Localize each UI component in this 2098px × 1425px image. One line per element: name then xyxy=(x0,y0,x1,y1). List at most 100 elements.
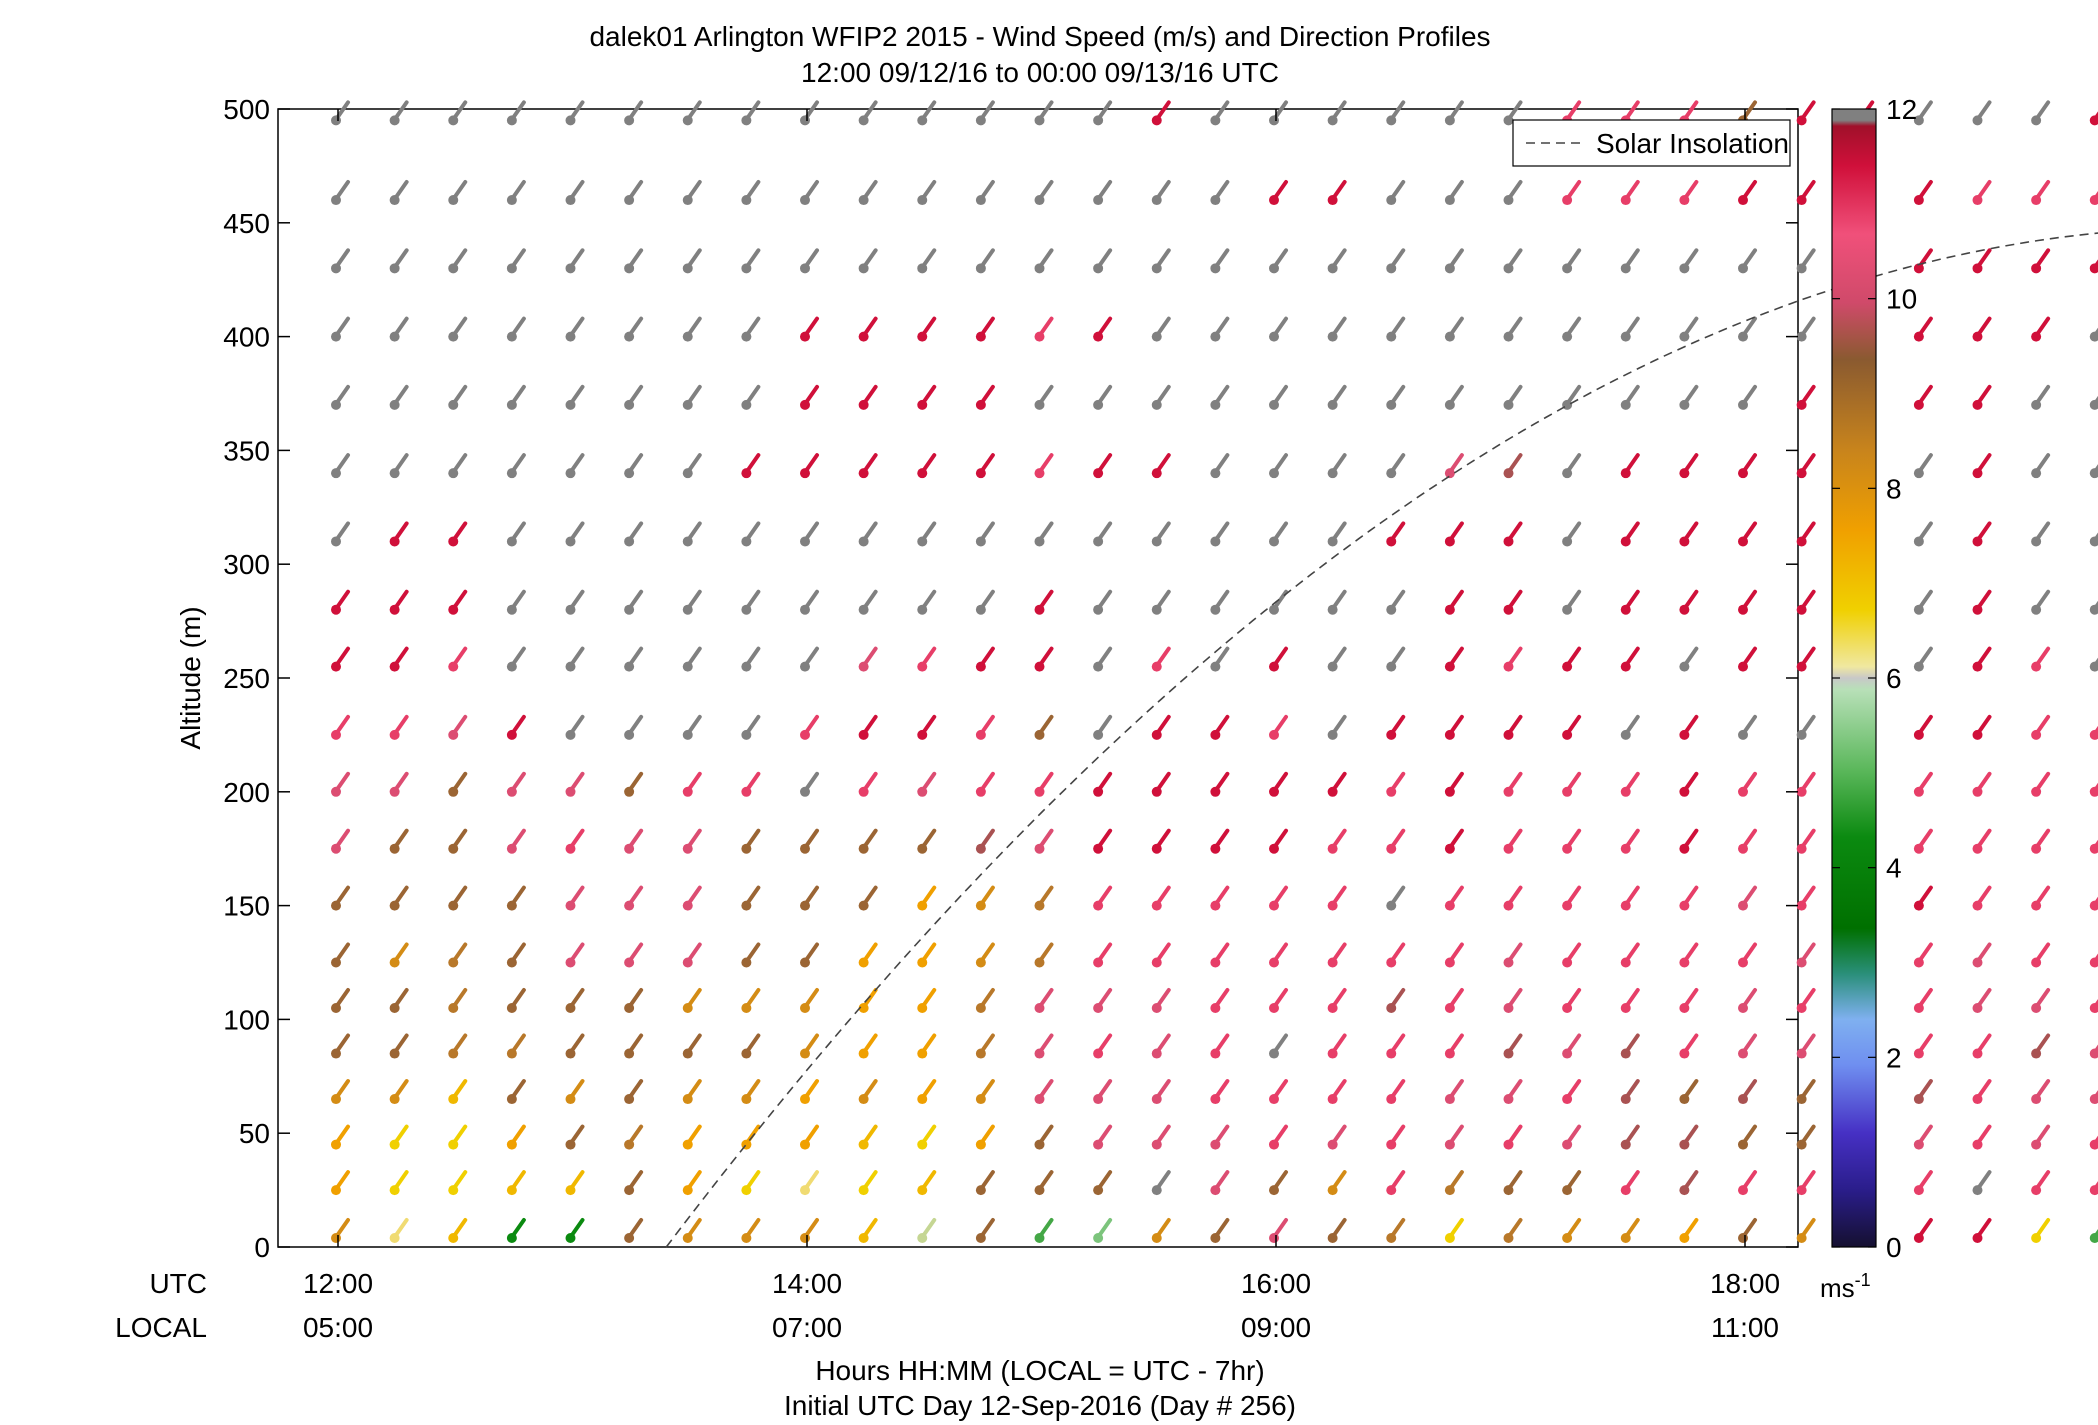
wind-barb-head xyxy=(2031,1003,2042,1014)
wind-barb-head xyxy=(448,263,459,274)
wind-barb-head xyxy=(975,604,986,615)
y-axis: 0 50 100 150 200 250 300 350 400 450 500 xyxy=(223,94,1798,1263)
wind-barb xyxy=(506,942,526,968)
wind-barb-head xyxy=(1738,536,1748,547)
wind-barb-head xyxy=(565,1048,576,1059)
wind-barb-head xyxy=(1913,263,1924,274)
wind-barb xyxy=(2031,771,2051,797)
wind-barb-head xyxy=(506,399,517,410)
wind-barb xyxy=(1327,885,1347,911)
wind-barb-head xyxy=(448,1139,459,1150)
wind-barb xyxy=(1093,384,1113,410)
wind-barb-head xyxy=(506,1003,517,1014)
wind-barb-head xyxy=(1913,115,1924,126)
wind-barb-head xyxy=(975,957,986,968)
plot-area xyxy=(277,108,1799,1248)
wind-barb-head xyxy=(1796,1094,1807,1105)
wind-barb-head xyxy=(1093,843,1104,854)
wind-barb-head xyxy=(624,195,635,206)
wind-barb xyxy=(741,521,761,547)
wind-barb-head xyxy=(1796,1233,1807,1243)
wind-barb-head xyxy=(506,1185,517,1196)
wind-barb xyxy=(1620,453,1640,479)
wind-barb xyxy=(1972,1124,1992,1150)
wind-barb-head xyxy=(448,661,459,672)
wind-barb-head xyxy=(1503,843,1514,854)
wind-barb xyxy=(1503,714,1523,740)
wind-barb-head xyxy=(1327,399,1338,410)
wind-barb-head xyxy=(2089,536,2098,547)
wind-barb xyxy=(975,1033,995,1059)
wind-barb xyxy=(917,1124,937,1150)
wind-barb xyxy=(506,453,526,479)
wind-barb xyxy=(1796,384,1816,410)
wind-barb-head xyxy=(1444,661,1455,672)
wind-barb xyxy=(2031,248,2051,274)
wind-barb-head xyxy=(1679,1185,1690,1196)
wind-barb xyxy=(1972,885,1992,911)
wind-barb-head xyxy=(1738,1139,1748,1150)
wind-barb xyxy=(1913,1079,1933,1105)
wind-barb xyxy=(331,589,350,615)
wind-barb-head xyxy=(682,115,693,126)
wind-barb xyxy=(1444,714,1464,740)
wind-barb-head xyxy=(1034,195,1045,206)
wind-barb xyxy=(331,988,350,1014)
wind-barb-head xyxy=(1972,604,1983,615)
wind-barb-head xyxy=(624,331,635,342)
wind-barb-head xyxy=(858,1185,869,1196)
wind-barb xyxy=(800,316,819,342)
wind-barb-head xyxy=(1151,604,1162,615)
wind-barb-head xyxy=(917,115,928,126)
wind-barb xyxy=(1444,1079,1464,1105)
wind-barb xyxy=(975,1170,995,1196)
wind-barb-head xyxy=(1503,900,1514,911)
wind-barb-head xyxy=(1796,786,1807,797)
wind-barb xyxy=(682,384,702,410)
wind-barb-head xyxy=(1913,331,1924,342)
wind-barb xyxy=(448,453,468,479)
wind-barb xyxy=(1386,988,1406,1014)
wind-barb xyxy=(389,646,409,672)
wind-barb xyxy=(1796,1218,1816,1243)
wind-barb-head xyxy=(1269,661,1279,672)
wind-barb xyxy=(2089,1044,2098,1059)
wind-barb xyxy=(1503,1079,1523,1105)
wind-barb xyxy=(1503,942,1523,968)
wind-barb xyxy=(1679,1218,1699,1243)
wind-barb xyxy=(2031,384,2051,410)
wind-barb-head xyxy=(1327,263,1338,274)
wind-barb xyxy=(1972,316,1992,342)
wind-barb xyxy=(1210,885,1230,911)
wind-barb-head xyxy=(1093,957,1104,968)
wind-barb xyxy=(1093,828,1113,854)
wind-barb xyxy=(1210,828,1230,854)
wind-barb-head xyxy=(1679,1139,1690,1150)
wind-barb-head xyxy=(1093,604,1104,615)
wind-barb xyxy=(800,1079,819,1105)
wind-barb xyxy=(1269,1079,1288,1105)
wind-barb-head xyxy=(1620,661,1631,672)
wind-barb xyxy=(975,453,995,479)
wind-barb-head xyxy=(1679,1233,1690,1243)
wind-barb xyxy=(1503,180,1523,206)
wind-barb xyxy=(1562,453,1582,479)
wind-barb xyxy=(506,1170,526,1196)
wind-barb-head xyxy=(1620,536,1631,547)
wind-barb-head xyxy=(917,1233,928,1243)
wind-barb-head xyxy=(448,1003,459,1014)
wind-barb xyxy=(1796,453,1816,479)
wind-barb-head xyxy=(2031,900,2042,911)
wind-barb xyxy=(506,180,526,206)
x-tick-label-utc: 12:00 xyxy=(303,1268,373,1299)
wind-barb-head xyxy=(682,957,693,968)
wind-barb-head xyxy=(1562,957,1573,968)
wind-barb-head xyxy=(1738,661,1748,672)
wind-barb-head xyxy=(506,900,517,911)
wind-barb-head xyxy=(389,115,400,126)
wind-barb xyxy=(917,384,937,410)
wind-barb-head xyxy=(1444,1094,1455,1105)
wind-barb xyxy=(917,521,937,547)
wind-barb xyxy=(506,521,526,547)
wind-barb-head xyxy=(1738,1003,1748,1014)
